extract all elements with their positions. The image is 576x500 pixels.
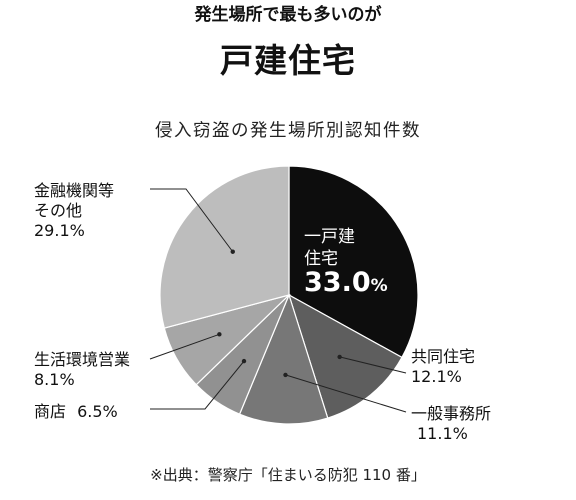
- lead-text: 発生場所で最も多いのが: [194, 5, 382, 25]
- slice-label-4: 生活環境営業 8.1%: [34, 350, 130, 390]
- slice-label-2: 一般事務所 11.1%: [411, 404, 491, 444]
- slice-name-3: 商店: [34, 402, 67, 421]
- leader-dot-3: [241, 358, 247, 364]
- slice-name-0-line-1: 一戸建: [304, 227, 355, 247]
- leader-dot-5: [230, 249, 235, 254]
- slice-name-0-line-2: 住宅: [304, 249, 338, 269]
- leader-line-2: [285, 374, 407, 413]
- pie-slice-2: [238, 293, 329, 425]
- slice-value-0-number: 33.0: [304, 267, 371, 298]
- leader-line-4: [149, 333, 220, 360]
- slice-value-1: 12.1%: [411, 367, 462, 386]
- slice-3-row: 商店 6.5%: [34, 402, 118, 422]
- pie-slice-1: [287, 293, 403, 419]
- slice-name-5-line-2: その他: [34, 201, 83, 220]
- slice-label-5: 金融機関等 その他 29.1%: [34, 181, 114, 241]
- pie-slice-0: [288, 165, 419, 359]
- leader-line-5: [150, 188, 234, 253]
- slice-name-4: 生活環境営業: [34, 350, 131, 369]
- slice-label-1: 共同住宅 12.1%: [411, 347, 475, 387]
- pie-slice-5: [159, 165, 290, 329]
- leader-dot-2: [283, 372, 288, 378]
- slice-value-3: 6.5%: [77, 402, 118, 421]
- chart-title: 侵入窃盗の発生場所別認知件数: [155, 121, 421, 141]
- leader-dot-4: [217, 332, 222, 337]
- slice-name-5-line-1: 金融機関等: [34, 181, 115, 200]
- leader-line-3: [150, 360, 245, 410]
- slice-value-0-unit: %: [370, 276, 388, 296]
- slice-value-4: 8.1%: [34, 370, 75, 389]
- leader-line-1: [339, 356, 407, 374]
- slice-name-2: 一般事務所: [411, 404, 492, 423]
- slice-name-1: 共同住宅: [411, 347, 476, 366]
- slice-label-0: 一戸建 住宅 33.0%: [304, 226, 388, 297]
- slice-label-3: 商店 6.5%: [34, 402, 118, 422]
- headline: 戸建住宅: [220, 41, 356, 80]
- slice-value-2: 11.1%: [417, 424, 468, 443]
- slice-value-5: 29.1%: [34, 221, 85, 240]
- source-note: ※出典：警察庁「住まいる防犯 110 番」: [150, 466, 426, 484]
- leader-dot-1: [337, 354, 342, 360]
- slice-value-0: 33.0%: [304, 269, 388, 297]
